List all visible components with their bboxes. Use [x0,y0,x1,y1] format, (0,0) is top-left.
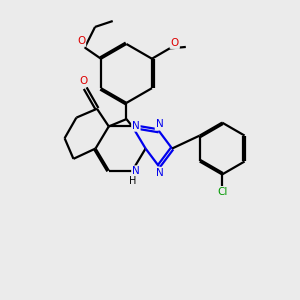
Text: Cl: Cl [217,187,227,197]
Text: N: N [132,121,140,131]
Text: O: O [80,76,88,86]
Text: N: N [155,119,163,129]
Text: O: O [77,36,85,46]
Text: N: N [155,168,163,178]
Text: N: N [132,166,140,176]
Text: O: O [171,38,179,48]
Text: H: H [129,176,137,186]
